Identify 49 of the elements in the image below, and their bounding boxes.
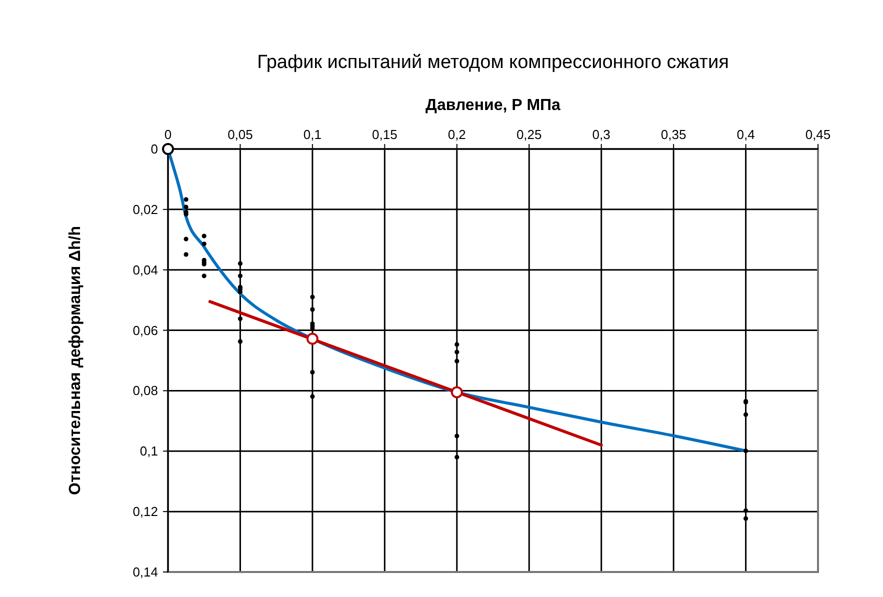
point (743, 516, 748, 521)
x-tick-label: 0,1 (303, 127, 322, 142)
point (454, 342, 460, 347)
point (310, 370, 315, 375)
point (202, 234, 206, 238)
point (743, 412, 748, 417)
point (238, 261, 243, 266)
y-tick-label: 0,04 (132, 262, 158, 278)
x-tick-label: 0,25 (516, 127, 542, 142)
point (743, 508, 748, 513)
y-tick-label: 0,08 (132, 383, 158, 398)
point (743, 448, 748, 454)
point (306, 332, 318, 345)
y-tick-label: 0,14 (132, 564, 158, 580)
point (202, 242, 206, 246)
x-tick-label: 0,45 (805, 127, 831, 142)
y-tick-label: 0 (150, 142, 158, 156)
point (310, 394, 315, 399)
y-tick-label: 0,1 (140, 444, 158, 459)
chart-title: График испытаний методом компрессионного сжатия (257, 52, 729, 73)
point (310, 307, 315, 312)
y-tick-label: 0,12 (132, 504, 158, 520)
x-tick-label: 0 (164, 127, 172, 142)
point (184, 252, 188, 257)
point (184, 236, 188, 242)
point (454, 350, 460, 354)
point (454, 454, 460, 460)
x-tick-label: 0,4 (736, 127, 755, 142)
y-tick-label: 0,06 (132, 322, 158, 338)
point (454, 434, 460, 438)
y-axis-title: Относительная деформация Δh/h (67, 226, 84, 495)
point (184, 204, 188, 210)
x-tick-label: 0,35 (660, 127, 686, 142)
point (454, 358, 460, 364)
x-tick-label: 0,15 (372, 127, 398, 142)
point (450, 386, 463, 398)
x-tick-label: 0,05 (228, 127, 253, 142)
point (238, 274, 243, 278)
point (238, 316, 243, 322)
point (238, 339, 243, 344)
x-tick-label: 0,2 (448, 127, 466, 142)
y-tick-label: 0,02 (132, 202, 158, 217)
x-tick-label: 0,3 (592, 127, 610, 142)
point (310, 294, 315, 300)
point (184, 197, 188, 202)
x-axis-title: Давление, Р МПа (426, 97, 561, 114)
point (162, 143, 174, 155)
point (238, 290, 243, 294)
point (202, 274, 206, 278)
